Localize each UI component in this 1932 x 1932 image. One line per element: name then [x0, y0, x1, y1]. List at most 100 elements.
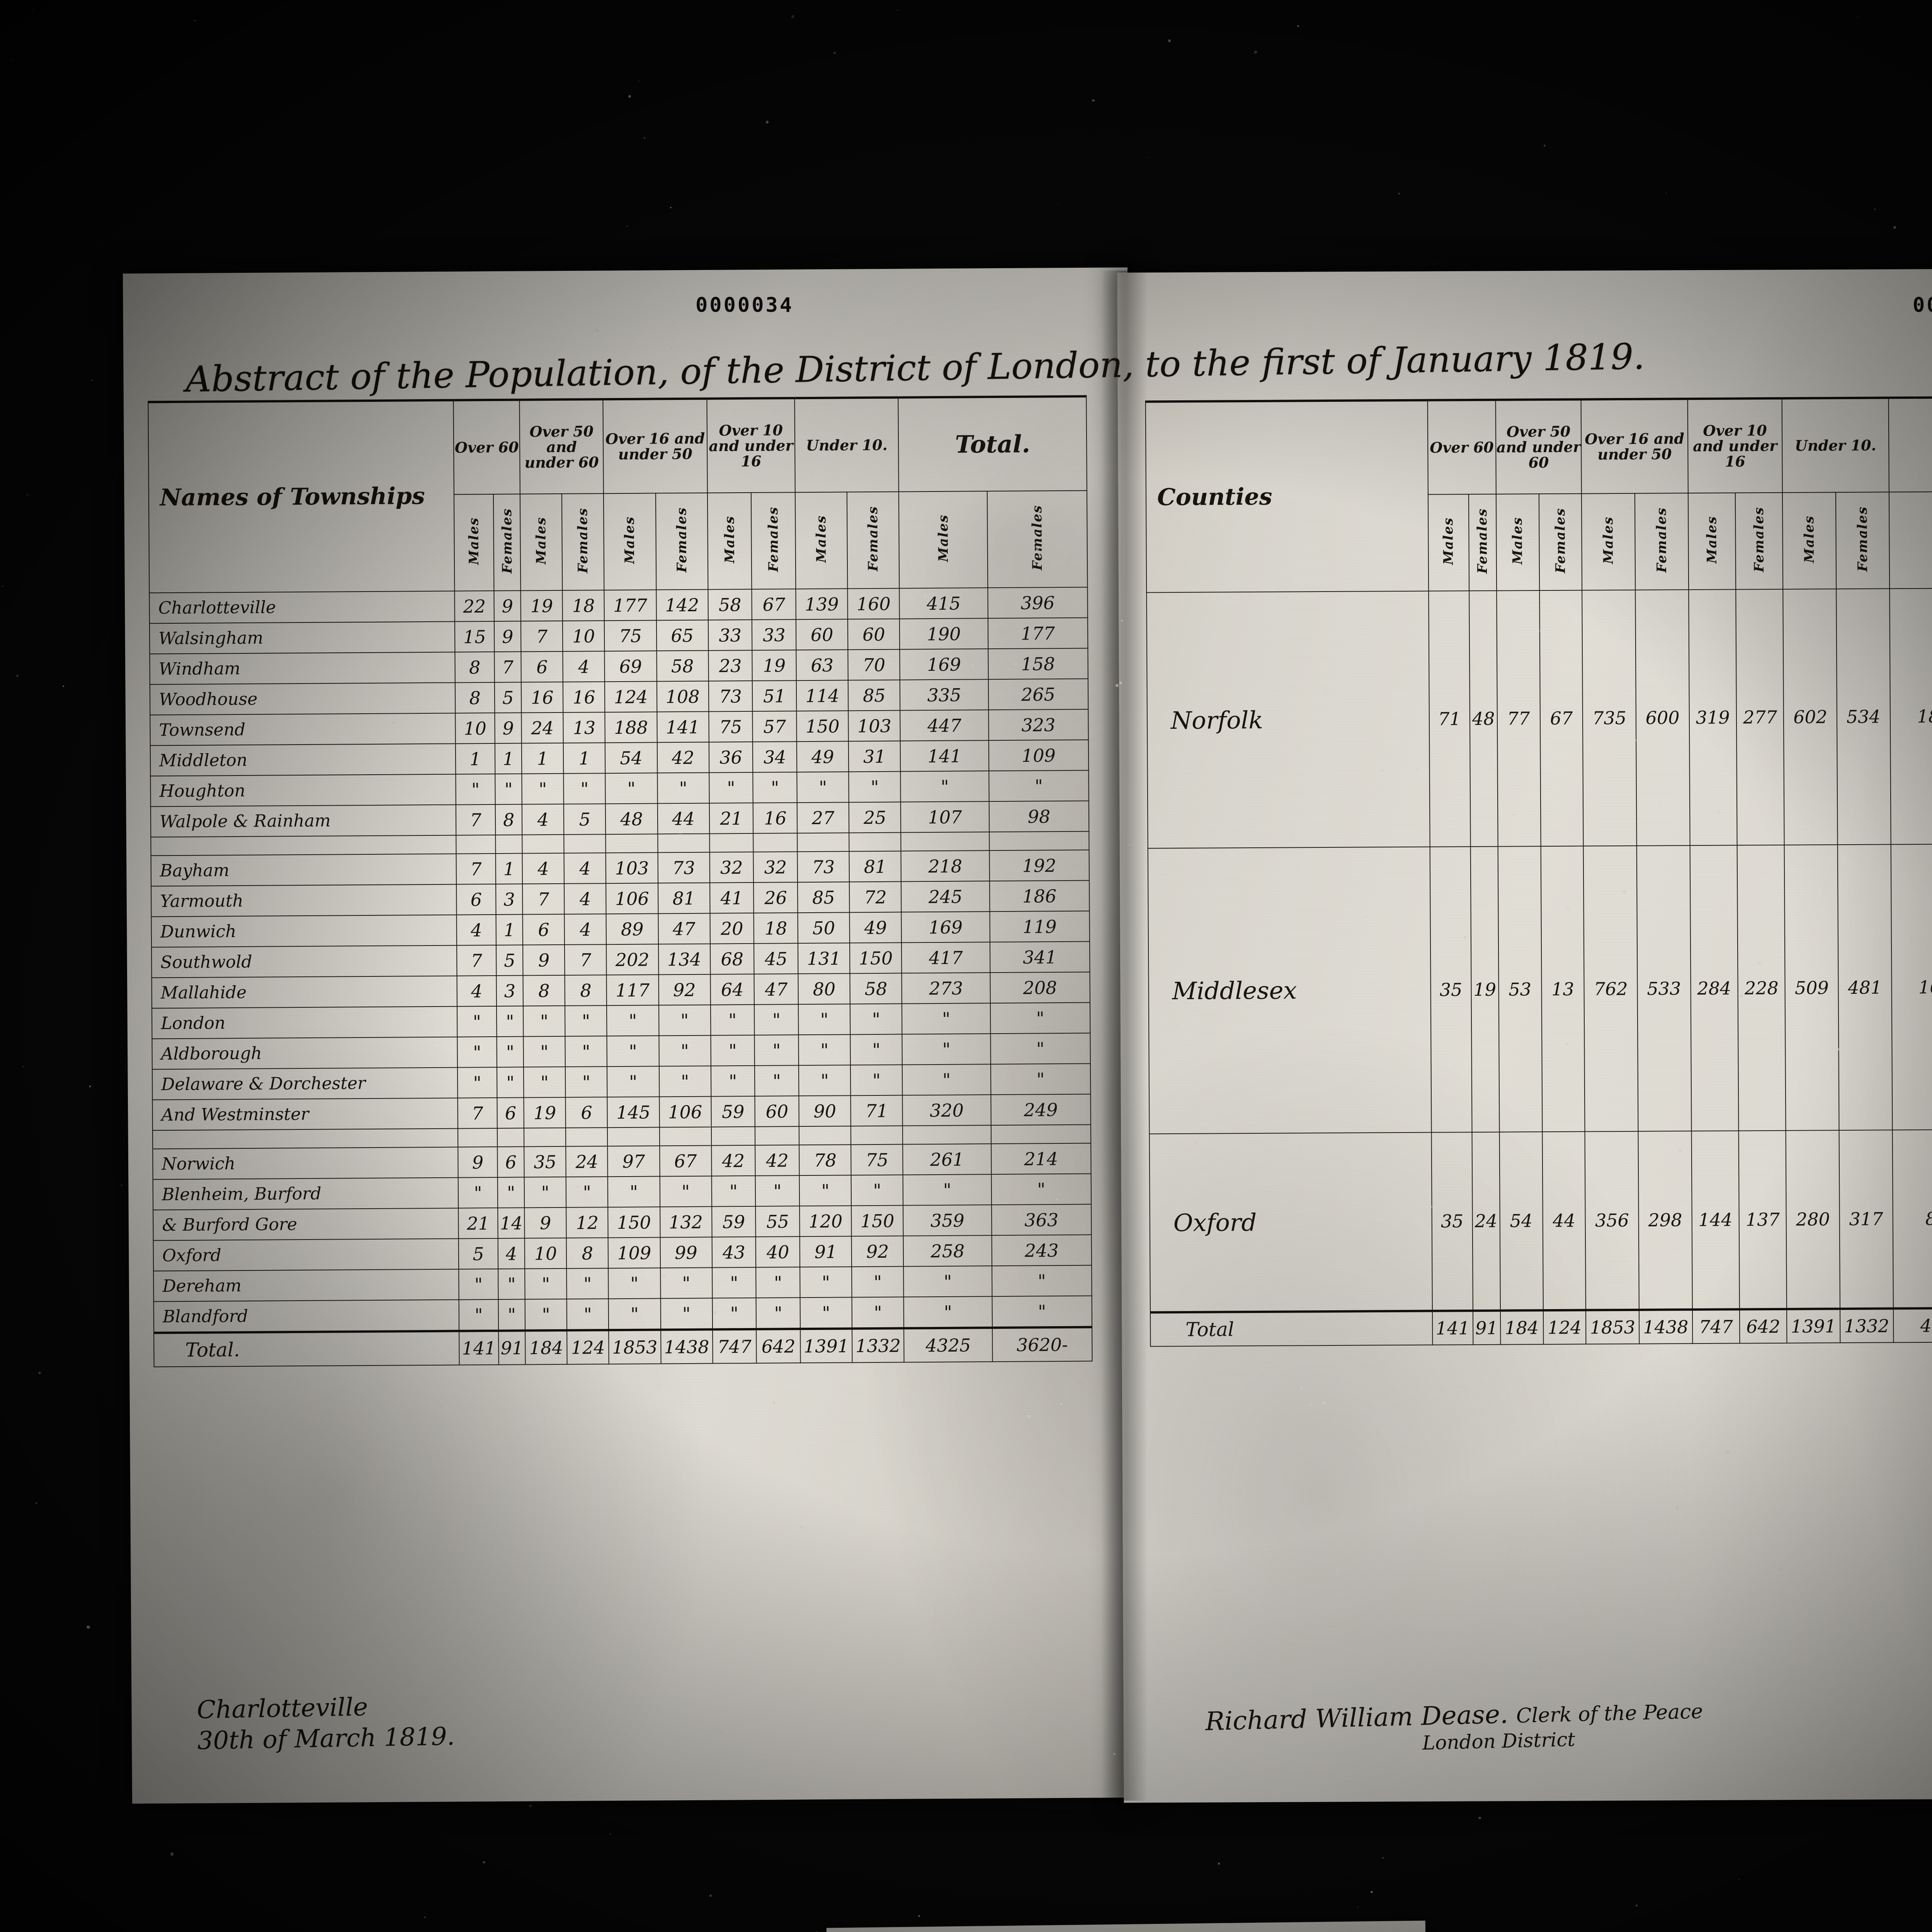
film-speck: [27, 494, 28, 496]
film-speck: [526, 1583, 528, 1585]
population-cell: ": [990, 1033, 1090, 1065]
population-cell: 5: [495, 682, 521, 713]
population-cell: 89: [606, 913, 658, 944]
film-speck: [531, 746, 534, 749]
film-speck: [480, 1677, 481, 1679]
group-separator-cell: [495, 835, 522, 854]
film-speck: [897, 10, 898, 11]
population-cell: 21: [709, 803, 753, 834]
table-row: Walpole & Rainham 7 8 4 5 48 44 21 16 27 25 107 98: [151, 801, 1089, 837]
group-separator-cell: [522, 835, 564, 854]
film-speck: [194, 20, 196, 22]
population-cell: 141: [657, 712, 709, 743]
population-cell: ": [709, 772, 753, 803]
table-row: Blenheim, Burford " " " " " " " " " " " ": [153, 1174, 1091, 1210]
population-cell: ": [497, 1006, 523, 1037]
group-separator-cell: [607, 1127, 659, 1146]
film-speck: [1415, 1301, 1418, 1304]
population-cell: ": [564, 773, 606, 804]
film-speck: [1371, 1891, 1372, 1893]
township-name: Windham: [150, 652, 455, 685]
population-cell: 43: [712, 1237, 756, 1268]
population-cell: 57: [753, 711, 797, 742]
population-cell: 9: [458, 1147, 498, 1178]
county-column-header-under-10: Under 10.: [1782, 398, 1889, 492]
film-speck: [413, 613, 415, 616]
table-row: Blandford " " " " " " " " " " " ": [154, 1296, 1092, 1333]
film-speck: [555, 1294, 556, 1295]
population-cell: 1: [563, 743, 605, 774]
population-cell: 258: [903, 1235, 992, 1266]
population-cell: ": [797, 772, 849, 803]
population-cell: 60: [755, 1096, 799, 1127]
film-speck: [1382, 1857, 1384, 1859]
county-row: Middlesex3519531376253328422850948116431…: [1148, 844, 1932, 1134]
county-population-cell: 762: [1583, 846, 1638, 1132]
subheader-males-total: Males: [899, 491, 988, 588]
population-cell: 415: [900, 588, 988, 619]
film-speck: [679, 833, 682, 836]
population-cell: ": [754, 1004, 798, 1035]
counties-total-cell: 1853: [1586, 1310, 1639, 1344]
population-cell: ": [799, 1175, 852, 1206]
film-speck: [367, 940, 369, 941]
film-speck: [1726, 1451, 1729, 1454]
township-name: And Westminster: [152, 1098, 457, 1131]
column-header-16-50: Over 16 and under 50: [603, 399, 707, 494]
table-row: Middleton 1 1 1 1 54 42 36 34 49 31 141 109: [150, 740, 1088, 776]
film-speck: [425, 337, 426, 338]
township-name: Charlotteville: [149, 591, 454, 624]
population-cell: ": [498, 1269, 525, 1299]
counties-table-body: Norfolk714877677356003192776025341804152…: [1146, 588, 1932, 1347]
township-name: Blandford: [154, 1300, 459, 1333]
population-cell: ": [498, 1299, 525, 1331]
film-speck: [38, 1372, 41, 1374]
film-speck: [1635, 739, 1638, 742]
county-population-cell: 481: [1838, 844, 1892, 1130]
population-cell: 65: [656, 620, 708, 651]
population-cell: 1: [522, 743, 564, 774]
township-name: Aldborough: [152, 1037, 457, 1070]
film-speck: [1612, 994, 1615, 997]
group-separator-cell: [709, 833, 753, 852]
film-speck: [1544, 145, 1546, 146]
population-cell: 7: [522, 884, 565, 915]
population-cell: 10: [455, 713, 495, 744]
population-cell: 6: [456, 884, 496, 915]
population-cell: 7: [521, 621, 563, 652]
population-cell: 55: [756, 1206, 800, 1237]
population-cell: 33: [708, 620, 752, 651]
population-cell: 249: [991, 1094, 1091, 1126]
population-cell: 9: [494, 621, 521, 652]
county-population-cell: 602: [1783, 589, 1838, 845]
population-cell: ": [756, 1267, 800, 1298]
township-name: Middleton: [150, 744, 456, 776]
population-cell: 13: [563, 712, 605, 743]
film-speck: [164, 1573, 166, 1575]
group-separator-cell: [658, 834, 709, 853]
population-cell: ": [457, 1037, 497, 1068]
county-population-cell: 67: [1539, 590, 1583, 847]
county-population-cell: 48: [1469, 591, 1498, 847]
population-cell: 69: [605, 651, 657, 682]
population-cell: 7: [565, 944, 607, 975]
film-speck: [638, 80, 640, 82]
population-cell: 19: [752, 650, 796, 681]
film-speck: [1738, 1348, 1740, 1349]
film-speck: [1874, 208, 1876, 210]
population-cell: 4: [498, 1238, 525, 1269]
population-cell: 20: [710, 913, 754, 944]
county-population-cell: 137: [1739, 1131, 1787, 1310]
population-cell: 6: [521, 651, 563, 682]
total-cell: 1391: [800, 1328, 852, 1363]
population-cell: 134: [658, 944, 711, 975]
population-cell: 81: [849, 851, 901, 882]
population-cell: 58: [708, 589, 752, 620]
population-cell: 261: [903, 1144, 992, 1175]
population-cell: 4: [457, 915, 497, 946]
film-speck: [1857, 16, 1858, 17]
population-cell: 265: [988, 679, 1088, 710]
film-speck: [63, 685, 64, 687]
film-speck: [1113, 1753, 1115, 1755]
population-cell: 75: [709, 711, 753, 742]
